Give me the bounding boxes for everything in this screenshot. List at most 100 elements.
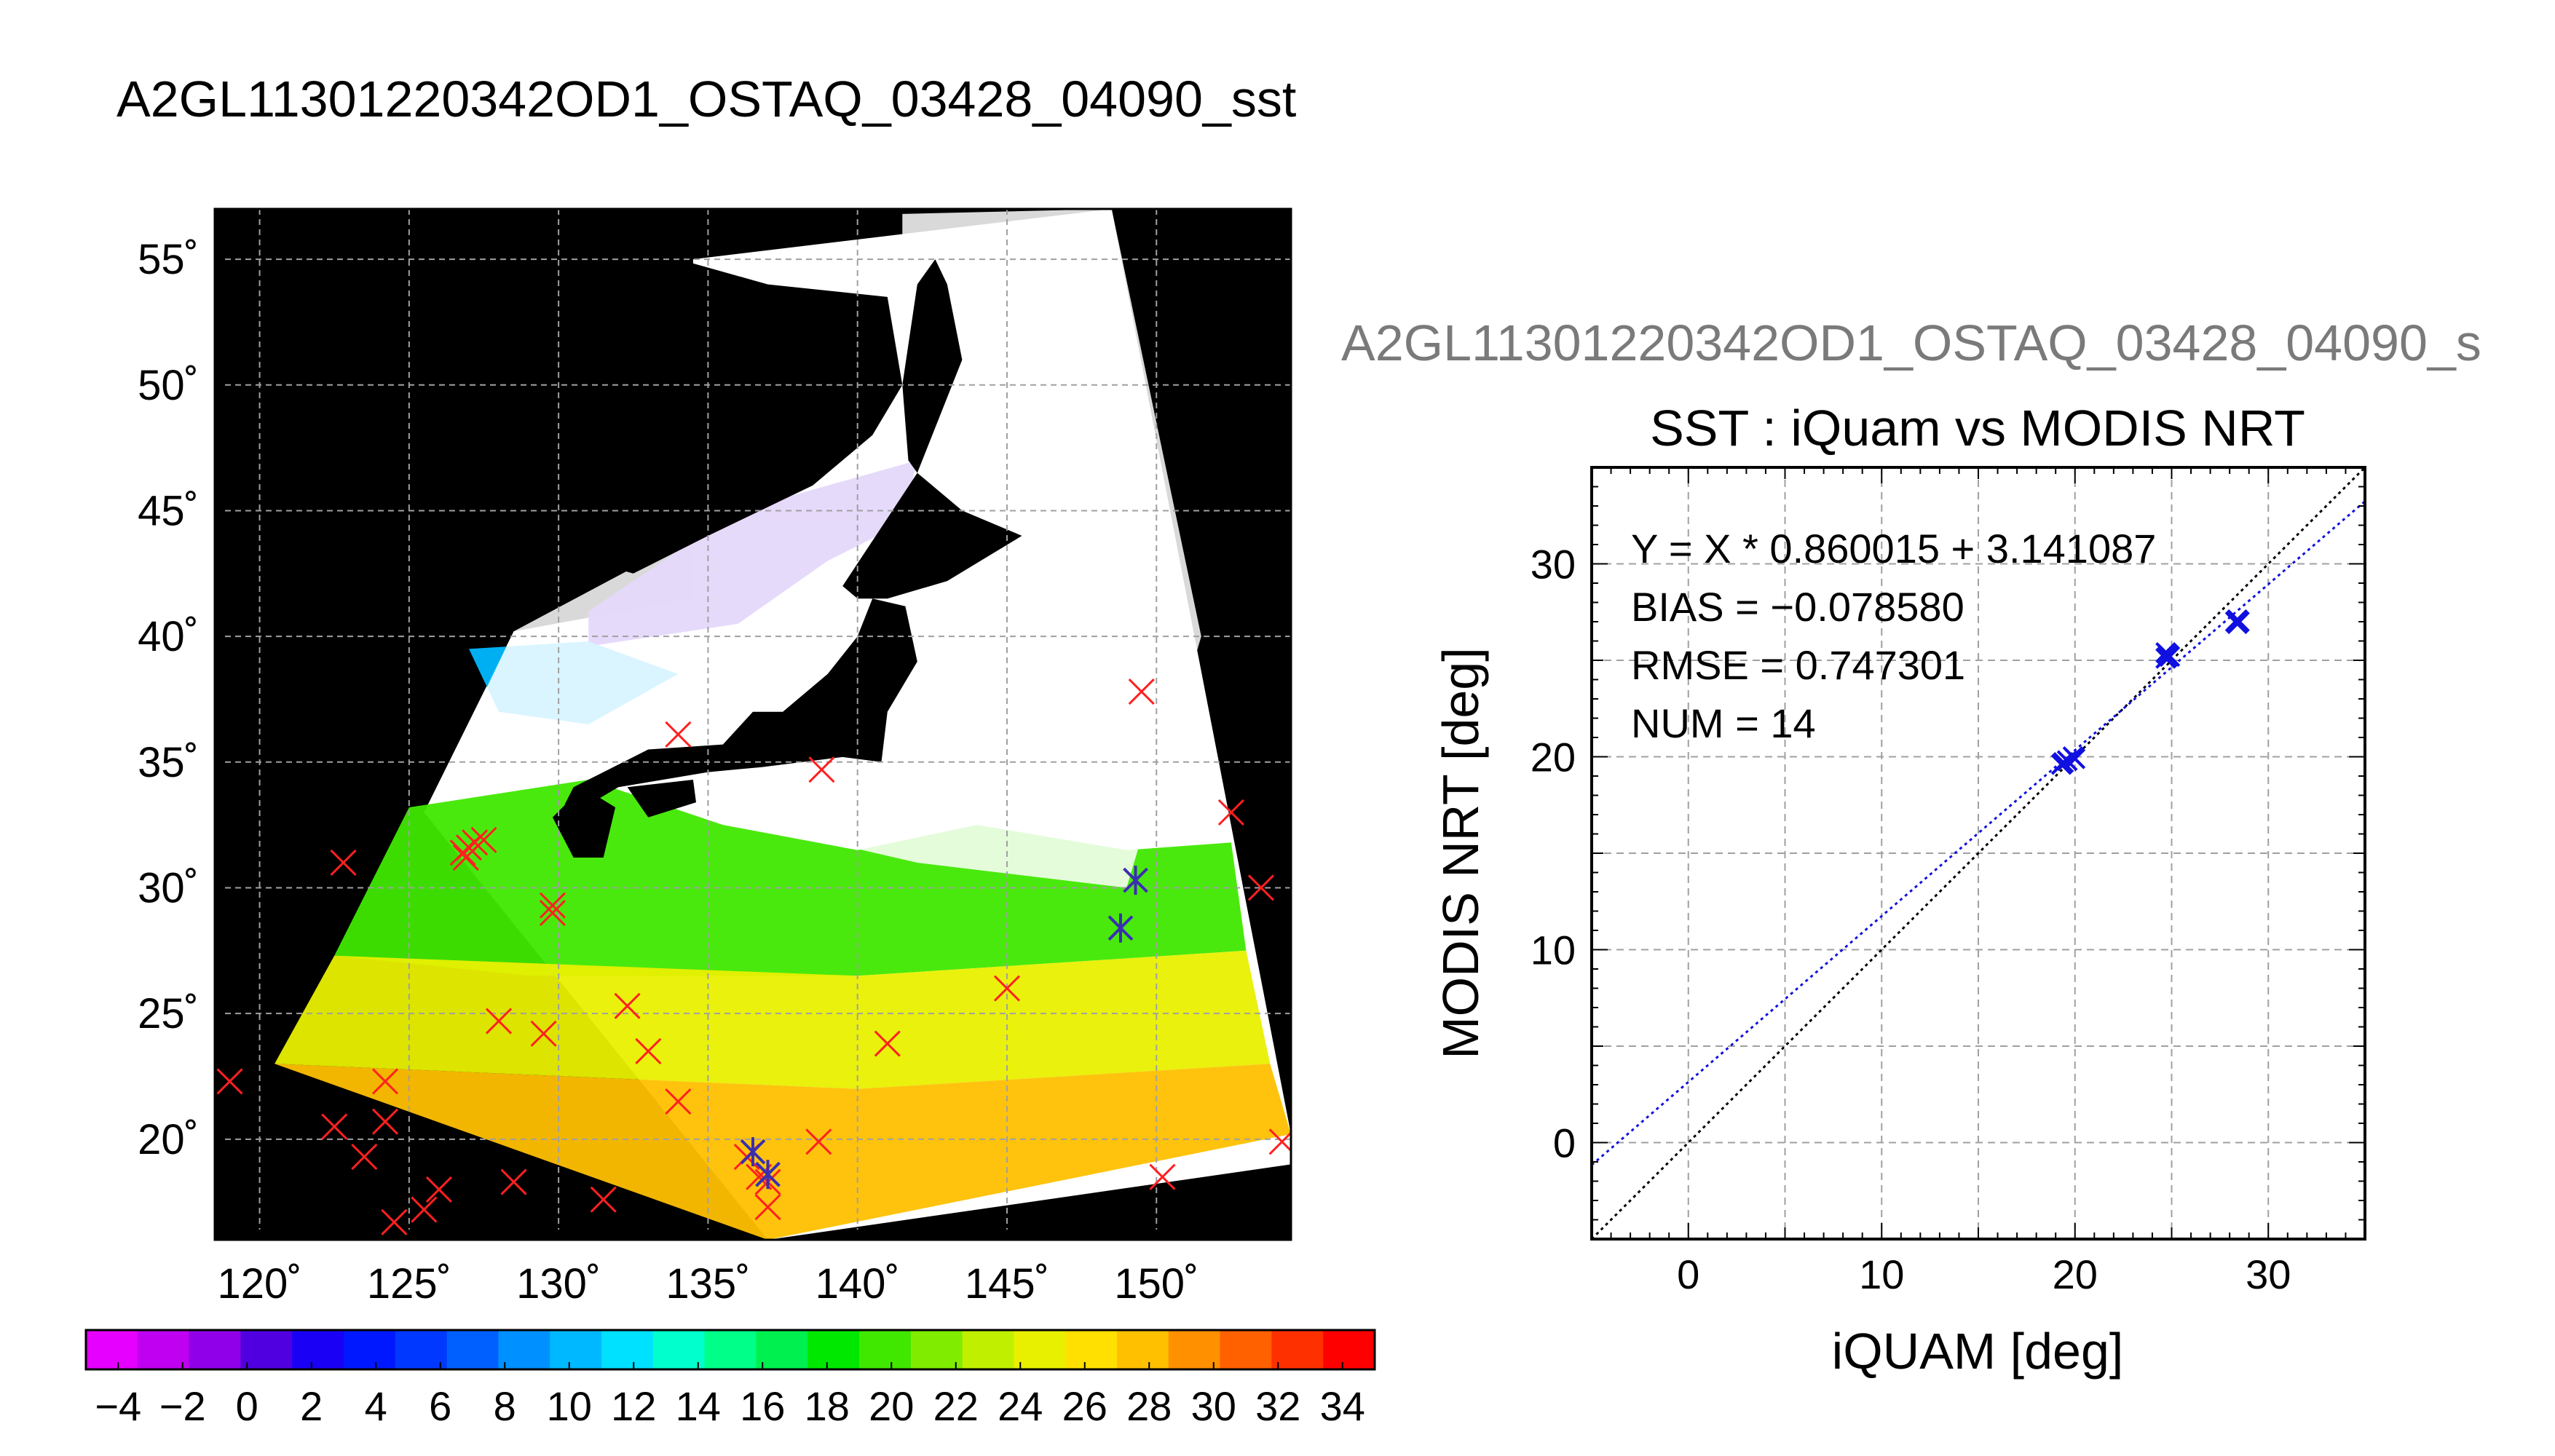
main-title: A2GL11301220342OD1_OSTAQ_03428_04090_sst [117,71,1296,127]
overlay-title: A2GL11301220342OD1_OSTAQ_03428_04090_s [1341,314,2481,371]
sst-zone [275,950,1271,1089]
colorbar-tick-label: 4 [365,1383,387,1429]
matchup-marker [590,1186,617,1213]
colorbar-cell [652,1330,706,1369]
colorbar-tick-label: 2 [300,1383,323,1429]
sst-colorbar: −4 −2 0 2 4 6 8 10 12 14 16 18 20 22 24 26 28 30 32 34 [84,1329,1376,1429]
matchup-marker [1247,874,1275,901]
colorbar-tick-label: 0 [236,1383,258,1429]
colorbar-tick-label: 24 [998,1383,1043,1429]
map-x-tick-label: 120˚ [218,1260,302,1307]
scatter-x-label: iQUAM [deg] [1832,1323,2124,1380]
colorbar-cell [550,1330,602,1369]
land-mass [842,472,1022,599]
map-y-tick-label: 45˚ [138,487,199,534]
matchup-marker [411,1196,438,1223]
colorbar-tick-label: 12 [611,1383,656,1429]
colorbar-tick-label: 8 [494,1383,516,1429]
colorbar-tick-label: −4 [95,1383,141,1429]
valid-matchup-marker [740,1139,766,1165]
scatter-point [2159,646,2181,668]
colorbar-cell [1168,1330,1221,1369]
land-mass [627,780,696,818]
colorbar-tick-label: 30 [1191,1383,1236,1429]
land-mass [552,787,616,858]
map-y-tick-label: 20˚ [138,1116,199,1163]
colorbar-cell [1065,1330,1118,1369]
colorbar-cell [1220,1330,1272,1369]
colorbar-cell [86,1330,138,1369]
colorbar-tick-label: 14 [676,1383,721,1429]
map-x-tick-label: 125˚ [367,1260,451,1307]
matchup-marker [455,834,483,861]
scatter-point [2227,609,2248,630]
colorbar-cell [704,1330,757,1369]
colorbar-cell [807,1330,860,1369]
colorbar-tick-label: 34 [1320,1383,1365,1429]
scatter-x-tick-label: 30 [2246,1251,2291,1297]
scatter-x-tick-label: 20 [2053,1251,2098,1297]
colorbar-tick-label: 16 [740,1383,785,1429]
scatter-y-tick-label: 0 [1553,1120,1576,1166]
colorbar-cell [1271,1330,1324,1369]
matchup-marker [754,1194,781,1221]
matchup-marker [425,1176,452,1203]
colorbar-cell [601,1330,654,1369]
colorbar-cell [1323,1330,1375,1369]
matchup-marker [216,1068,243,1095]
colorbar-tick-label: 28 [1126,1383,1172,1429]
colorbar-labels: −4 −2 0 2 4 6 8 10 12 14 16 18 20 22 24 26 28 30 32 34 [95,1362,1365,1429]
scatter-ticks [1591,467,2366,1240]
scatter-annotation: BIAS = −0.078580 [1631,584,1964,630]
matchup-marker [371,1068,399,1095]
colorbar-cell [859,1330,912,1369]
map-frame [213,207,1292,1241]
land-mass [564,598,917,805]
colorbar-cell [344,1330,396,1369]
map-y-tick-label: 30˚ [138,864,199,911]
colorbar-tick-label: 32 [1255,1383,1300,1429]
scatter-x-tick-label: 0 [1677,1251,1699,1297]
colorbar-cell [292,1330,344,1369]
scatter-plot: SST : iQuam vs MODIS NRT 0 10 20 300102030 … [1432,400,2366,1380]
map-x-tick-label: 130˚ [516,1260,601,1307]
valid-matchup-marker [1123,867,1148,893]
matchup-marker [321,1113,348,1140]
matchup-marker [371,1108,399,1135]
map-y-tick-label: 25˚ [138,990,199,1037]
scatter-point [2064,748,2086,769]
map-x-tick-label: 145˚ [965,1260,1049,1307]
colorbar-cell [498,1330,550,1369]
map-x-tick-label: 140˚ [816,1260,900,1307]
matchup-marker [993,975,1021,1002]
map-y-tick-label: 50˚ [138,362,199,409]
scatter-annotations: Y = X * 0.860015 + 3.141087 BIAS = −0.078… [1631,526,2156,746]
colorbar-cell [962,1330,1014,1369]
matchup-marker [381,1208,408,1235]
sst-map: 120˚ 125˚ 130˚ 135˚ 140˚ 145˚ 150˚ 20˚ 25˚ 30˚ 35… [138,207,1292,1307]
map-y-tick-label: 55˚ [138,236,199,283]
scatter-tick-labels: 0 10 20 30 0 10 20 30 [1531,542,2291,1298]
map-x-axis: 120˚ 125˚ 130˚ 135˚ 140˚ 145˚ 150˚ [218,1230,1198,1307]
colorbar-cell [446,1330,499,1369]
map-grid [215,209,1291,1240]
map-y-tick-label: 35˚ [138,739,199,786]
matchup-marker [665,721,692,748]
matchup-marker [485,1008,513,1034]
scatter-title: SST : iQuam vs MODIS NRT [1650,400,2305,456]
matchup-marker [874,1030,901,1057]
sst-zone [275,1064,1291,1240]
matchup-marker [665,1088,692,1115]
matchup-marker [330,849,357,877]
scatter-y-tick-label: 20 [1531,735,1576,780]
matchup-marker [500,1168,527,1195]
scatter-point [2050,753,2072,775]
map-x-tick-label: 135˚ [666,1260,750,1307]
colorbar-tick-label: −2 [159,1383,206,1429]
matchup-marker [808,756,835,783]
scatter-lines [1592,467,2365,1239]
colorbar-tick-label: 22 [933,1383,979,1429]
scatter-y-tick-label: 30 [1531,542,1576,587]
colorbar-cell [1014,1330,1066,1369]
matchup-marker [805,1128,832,1155]
